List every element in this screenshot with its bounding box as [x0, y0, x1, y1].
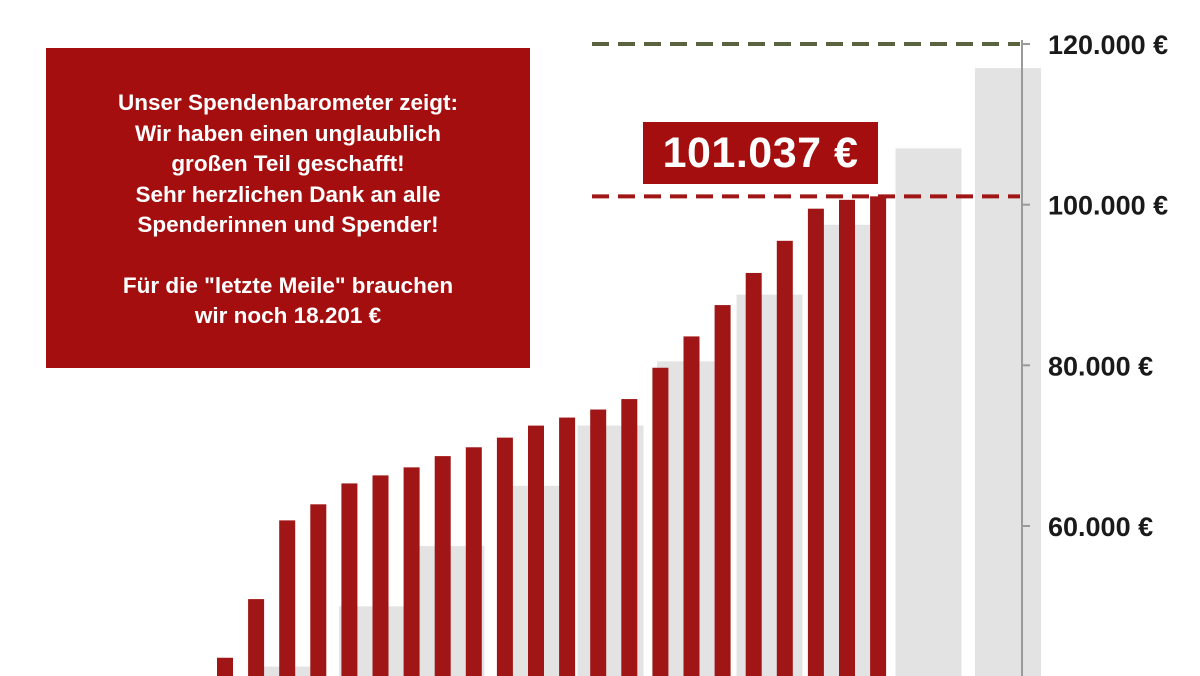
message-line: Unser Spendenbarometer zeigt:	[117, 90, 459, 115]
y-tick-label: 40.000 €	[1048, 673, 1153, 676]
donation-bar	[839, 199, 855, 676]
donation-bar	[403, 467, 420, 676]
message-line: wir noch 18.201 €	[194, 303, 382, 328]
message-paragraph-2: Für die "letzte Meile" brauchen wir noch …	[56, 271, 520, 332]
donation-bars	[217, 196, 887, 676]
donation-bar	[341, 483, 358, 676]
donation-bar	[434, 456, 451, 676]
donation-bar	[248, 599, 265, 676]
y-tick-label: 120.000 €	[1048, 30, 1168, 60]
y-tick-label: 80.000 €	[1048, 351, 1153, 381]
donation-bar	[714, 305, 731, 676]
donation-bar	[683, 336, 700, 676]
donation-bar	[590, 409, 607, 676]
donation-bar	[528, 425, 544, 676]
message-spacer	[56, 241, 520, 271]
message-line: Für die "letzte Meile" brauchen	[122, 272, 454, 298]
donation-bar	[496, 437, 513, 676]
donation-bar	[279, 520, 296, 676]
message-paragraph-1: Unser Spendenbarometer zeigt: Wir haben e…	[56, 88, 520, 241]
donation-bar	[217, 657, 233, 676]
message-line: Sehr herzlichen Dank an alle	[135, 181, 441, 207]
donation-bar	[776, 240, 793, 676]
donation-bar	[745, 272, 762, 676]
background-bar	[895, 148, 962, 676]
donation-bar	[559, 417, 576, 676]
background-bar	[975, 68, 1041, 676]
reference-lines	[592, 42, 1020, 199]
y-tick-label: 100.000 €	[1048, 191, 1168, 221]
donation-bar	[621, 399, 638, 676]
donation-bar	[465, 447, 482, 676]
donation-bar	[372, 475, 389, 676]
y-axis: 120.000 € 100.000 € 80.000 € 60.000 € 40.000…	[1021, 30, 1168, 676]
message-line: Wir haben einen unglaublich	[134, 120, 442, 146]
message-line: großen Teil geschafft!	[171, 151, 405, 176]
current-total-callout: 101.037 €	[643, 122, 878, 184]
donation-bar	[870, 196, 887, 676]
donation-bar	[310, 504, 327, 676]
y-tick-label: 60.000 €	[1048, 512, 1153, 542]
message-box: Unser Spendenbarometer zeigt: Wir haben e…	[46, 48, 530, 368]
donation-bar	[652, 367, 669, 676]
message-line: Spenderinnen und Spender!	[137, 212, 439, 237]
donation-bar	[807, 208, 824, 676]
